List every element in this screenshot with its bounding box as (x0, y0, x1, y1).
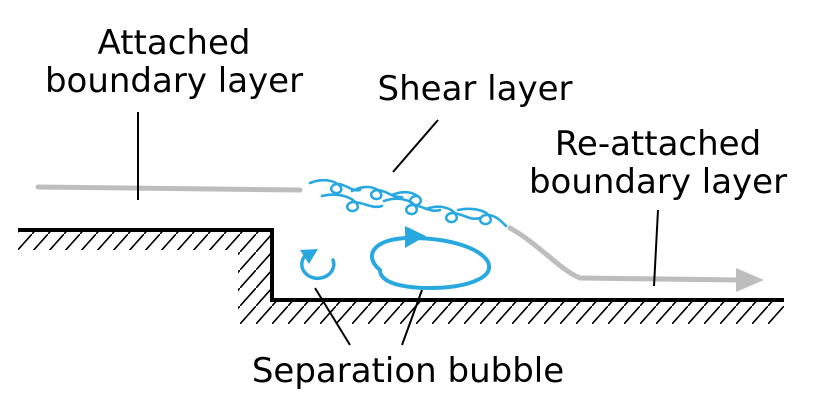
attached-boundary-layer-label: Attached boundary layer (24, 24, 324, 101)
attached-label-line-2: boundary layer (44, 61, 304, 102)
reattached-leader-line (653, 209, 659, 287)
attached-label-line-1: Attached (97, 23, 251, 63)
reattached-boundary-layer-label: Re-attached boundary layer (508, 125, 808, 202)
backward-facing-step-wall (18, 228, 784, 302)
large-vortex-icon (370, 226, 492, 291)
shear-layer-label: Shear layer (377, 69, 573, 109)
separation-leader-line-small (314, 287, 351, 346)
reattached-label-line-1: Re-attached (554, 124, 762, 164)
leader-lines (137, 112, 659, 346)
attached-boundary-layer-line (35, 184, 303, 193)
separation-leader-line-large (401, 289, 423, 346)
flow-arrow-head-icon (736, 268, 764, 292)
lower-wall-hatch (238, 300, 784, 324)
separation-bubble-label: Separation bubble (251, 351, 565, 391)
step-wall-hatch (238, 250, 272, 300)
upper-wall-hatch (18, 232, 272, 250)
reattached-boundary-layer-line (507, 225, 743, 283)
reattached-label-line-2: boundary layer (528, 162, 788, 203)
shear-leader-line (392, 119, 439, 173)
shear-layer-vortices (308, 178, 508, 228)
small-vortex-icon (300, 249, 336, 281)
